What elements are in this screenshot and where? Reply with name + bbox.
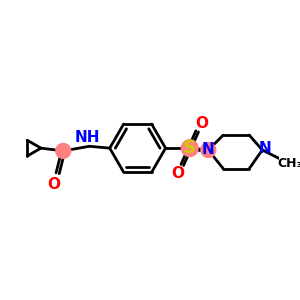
Text: CH₃: CH₃ xyxy=(278,158,300,170)
Text: N: N xyxy=(202,142,215,158)
Text: N: N xyxy=(259,141,272,156)
Text: S: S xyxy=(183,139,196,157)
Text: O: O xyxy=(47,177,60,192)
Text: O: O xyxy=(171,166,184,181)
Circle shape xyxy=(182,140,198,157)
Circle shape xyxy=(201,142,216,158)
Text: O: O xyxy=(195,116,208,130)
Text: NH: NH xyxy=(75,130,100,146)
Circle shape xyxy=(56,143,71,158)
